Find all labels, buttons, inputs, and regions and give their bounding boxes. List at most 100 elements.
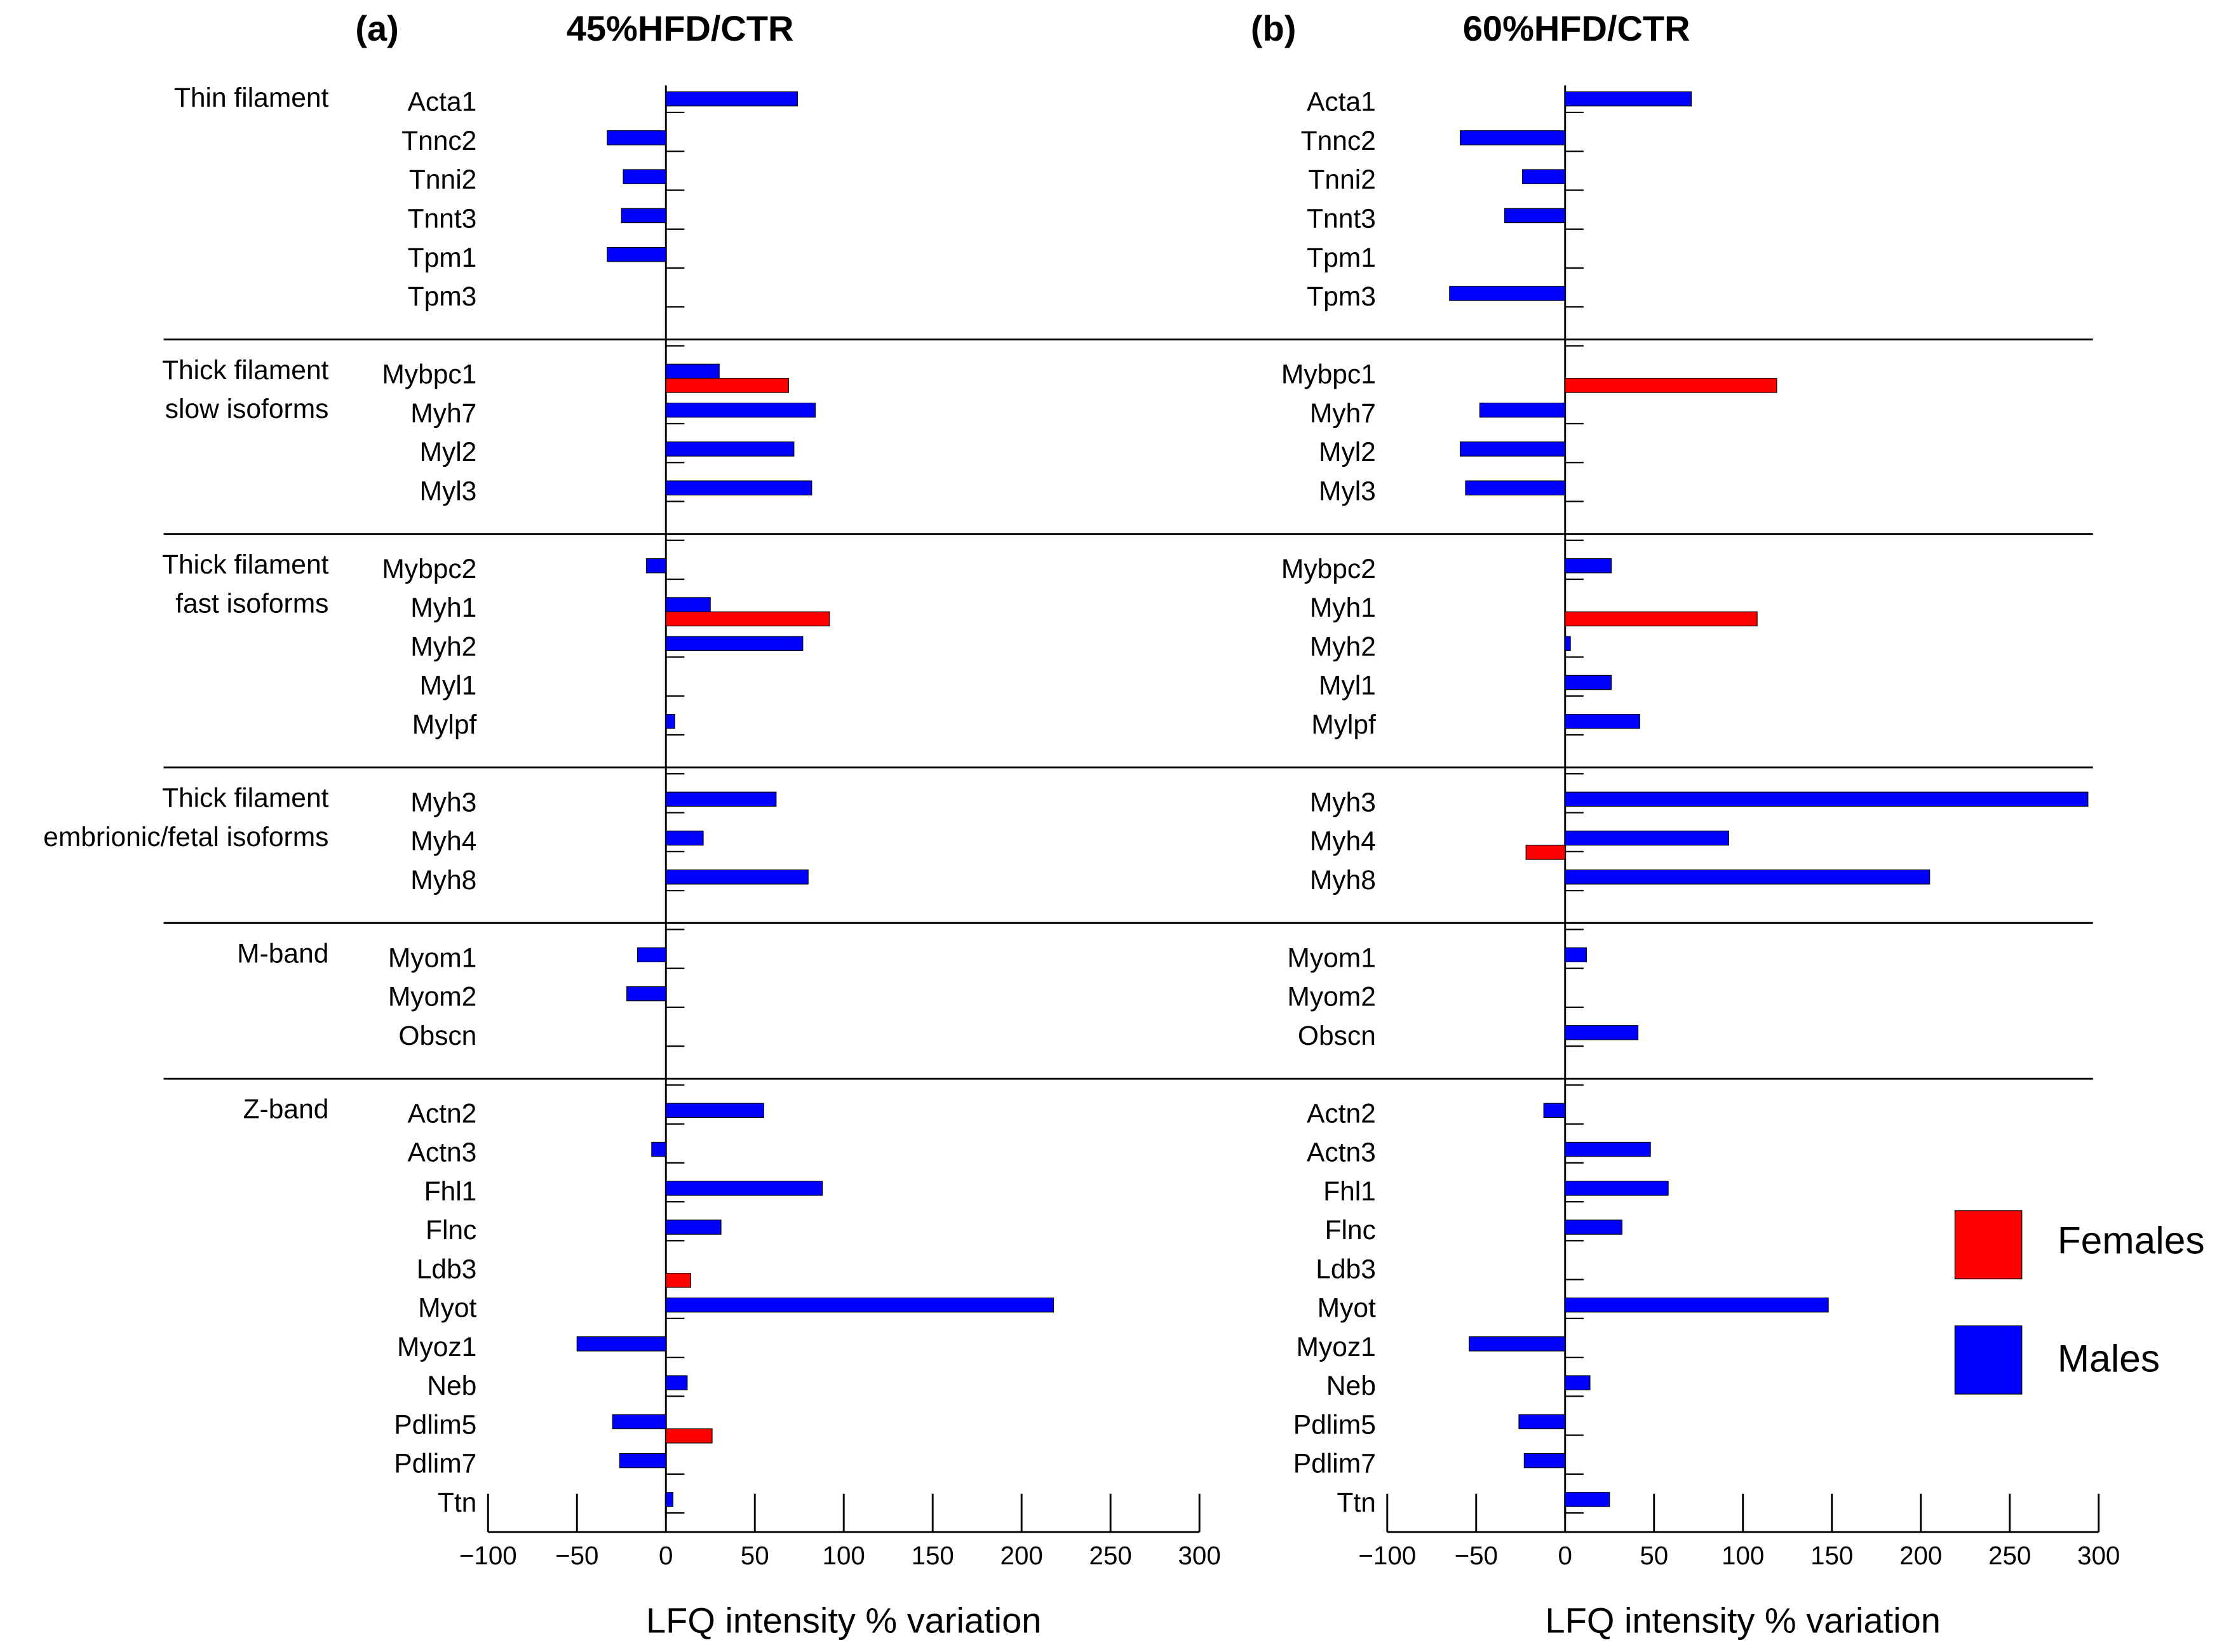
x-tick-label: 150 [1810,1541,1853,1570]
bar [665,830,704,846]
category-label: Flnc [1324,1215,1375,1246]
category-label: Ttn [438,1487,476,1518]
bar [1449,286,1566,301]
bar [607,130,666,145]
panel: (b) 60%HFD/CTR −100 −50 0 50 100 150 200 250 300 LF… [1251,8,2120,1640]
category-label: Mybpc2 [1281,554,1376,584]
bar [1460,130,1566,145]
bar [665,791,777,807]
group-label: Thick filament [162,355,329,386]
category-label: Myh2 [410,631,476,662]
x-tick-label: −50 [1455,1541,1498,1570]
category-label: Myoz1 [1297,1332,1376,1362]
category-label: Myom2 [388,982,476,1012]
bar [1518,1414,1566,1430]
category-label: Pdlim5 [394,1409,476,1440]
bar [1565,558,1612,574]
category-label: Obscn [1298,1021,1376,1051]
category-label: Myoz1 [397,1332,476,1362]
bar [1465,480,1566,495]
bar [1565,1375,1591,1390]
bar [1525,845,1566,860]
bar [1565,1219,1622,1235]
bar [665,1492,674,1507]
category-label: Mylpf [412,709,477,740]
bar [665,378,789,393]
bar [1565,1492,1610,1507]
x-tick-label: 250 [1988,1541,2031,1570]
category-label: Pdlim7 [394,1449,476,1479]
category-label: Tnnc2 [1301,126,1376,156]
bar [1565,378,1777,393]
category-label: Myom2 [1287,982,1375,1012]
bar [665,1181,823,1196]
category-label: Myh4 [410,826,476,857]
bar [665,402,816,418]
category-label: Myh3 [410,787,476,817]
category-label: Mybpc2 [382,554,476,584]
bar [665,1219,722,1235]
x-tick-label: 250 [1089,1541,1132,1570]
x-tick-label: −50 [555,1541,598,1570]
bar [651,1141,666,1157]
x-tick-label: 300 [2077,1541,2120,1570]
category-label: Pdlim7 [1293,1449,1376,1479]
legend-label: Females [2058,1218,2205,1261]
panel: (a) 45%HFD/CTR −100 −50 0 50 100 150 200 250 300 LF… [355,8,1220,1640]
category-label: Myh3 [1310,787,1376,817]
category-label: Myl3 [420,476,477,506]
bar [576,1336,666,1352]
bar [665,1297,1055,1313]
category-label: Neb [427,1371,476,1401]
bar [1565,947,1587,963]
category-label: Myl3 [1319,476,1376,506]
category-label: Myom1 [388,943,476,973]
x-axis-label: LFQ intensity % variation [646,1600,1041,1640]
category-label: Ldb3 [417,1254,477,1284]
bar [1565,675,1612,690]
bar [1565,1141,1651,1157]
bar [665,1375,688,1390]
bar [1565,791,2089,807]
bar [1504,208,1566,224]
category-label: Tpm1 [1307,243,1376,273]
x-tick-label: 300 [1178,1541,1221,1570]
bar [621,208,666,224]
category-label: Myom1 [1287,943,1375,973]
group-label: slow isoforms [165,394,329,424]
group-label: Thick filament [162,549,329,580]
group-label: Z-band [243,1094,329,1125]
bar [1565,1181,1669,1196]
bar [665,363,720,379]
category-label: Myot [418,1293,476,1324]
category-label: Tpm3 [408,281,477,312]
bar [1565,611,1758,627]
bar [1460,441,1566,457]
bar [1523,1453,1566,1468]
category-label: Pdlim5 [1293,1409,1376,1440]
bar [665,1428,713,1444]
bar [1565,1025,1639,1040]
bar [665,1272,692,1288]
bar [665,441,795,457]
legend: Females Males [1954,1210,2205,1395]
bar [1565,1297,1829,1313]
x-tick-label: 200 [1899,1541,1942,1570]
category-label: Tpm1 [408,243,477,273]
bar [619,1453,666,1468]
bar [665,91,798,107]
bar [645,558,666,574]
x-tick-label: 100 [823,1541,865,1570]
legend-label: Males [2058,1336,2160,1380]
category-label: Acta1 [408,87,477,118]
bar [1565,830,1729,846]
category-label: Mylpf [1311,709,1376,740]
group-label: embrionic/fetal isoforms [43,822,328,852]
x-tick-label: 0 [659,1541,673,1570]
bar [665,636,804,652]
x-tick-label: 200 [1001,1541,1043,1570]
category-label: Actn3 [1307,1138,1376,1168]
bar [1543,1103,1566,1118]
group-label: Thin filament [174,83,329,113]
x-tick-label: −100 [1358,1541,1416,1570]
